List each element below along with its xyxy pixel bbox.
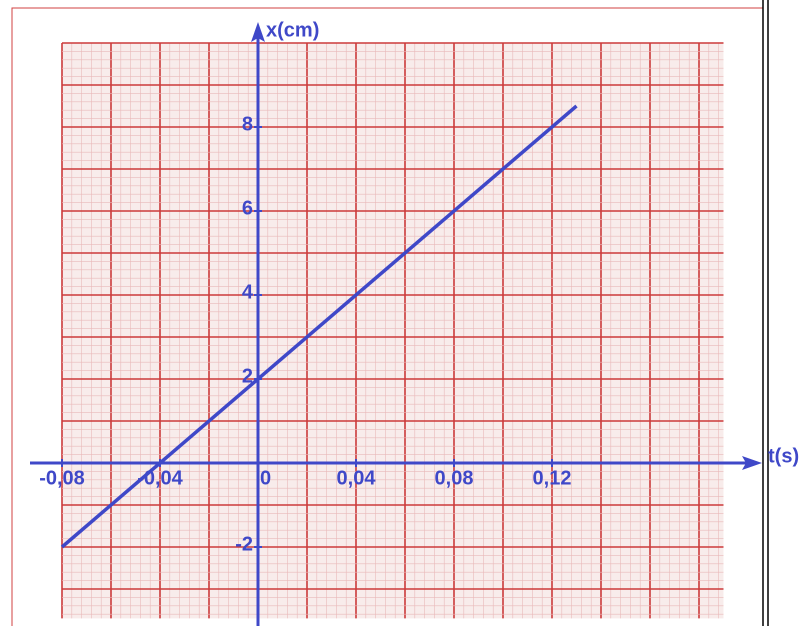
- y-axis-arrow: [251, 22, 265, 42]
- graph-paper: [61, 42, 724, 619]
- paper-background: [62, 43, 724, 619]
- x-tick-label: 0: [260, 467, 271, 489]
- x-tick-label: 0,08: [435, 467, 474, 489]
- y-tick-label: 8: [242, 113, 253, 135]
- y-axis-label: x(cm): [266, 19, 319, 41]
- y-tick-label: 4: [242, 281, 254, 303]
- x-axis-label: t(s): [768, 445, 799, 467]
- y-tick-label: -2: [235, 533, 253, 555]
- x-tick-label: -0,08: [39, 467, 85, 489]
- y-tick-label: 6: [242, 197, 253, 219]
- x-tick-label: 0,12: [533, 467, 572, 489]
- x-tick-label: 0,04: [337, 467, 377, 489]
- data-line: [60, 104, 578, 549]
- x-axis-arrow: [742, 456, 762, 470]
- y-tick-label: 2: [242, 365, 253, 387]
